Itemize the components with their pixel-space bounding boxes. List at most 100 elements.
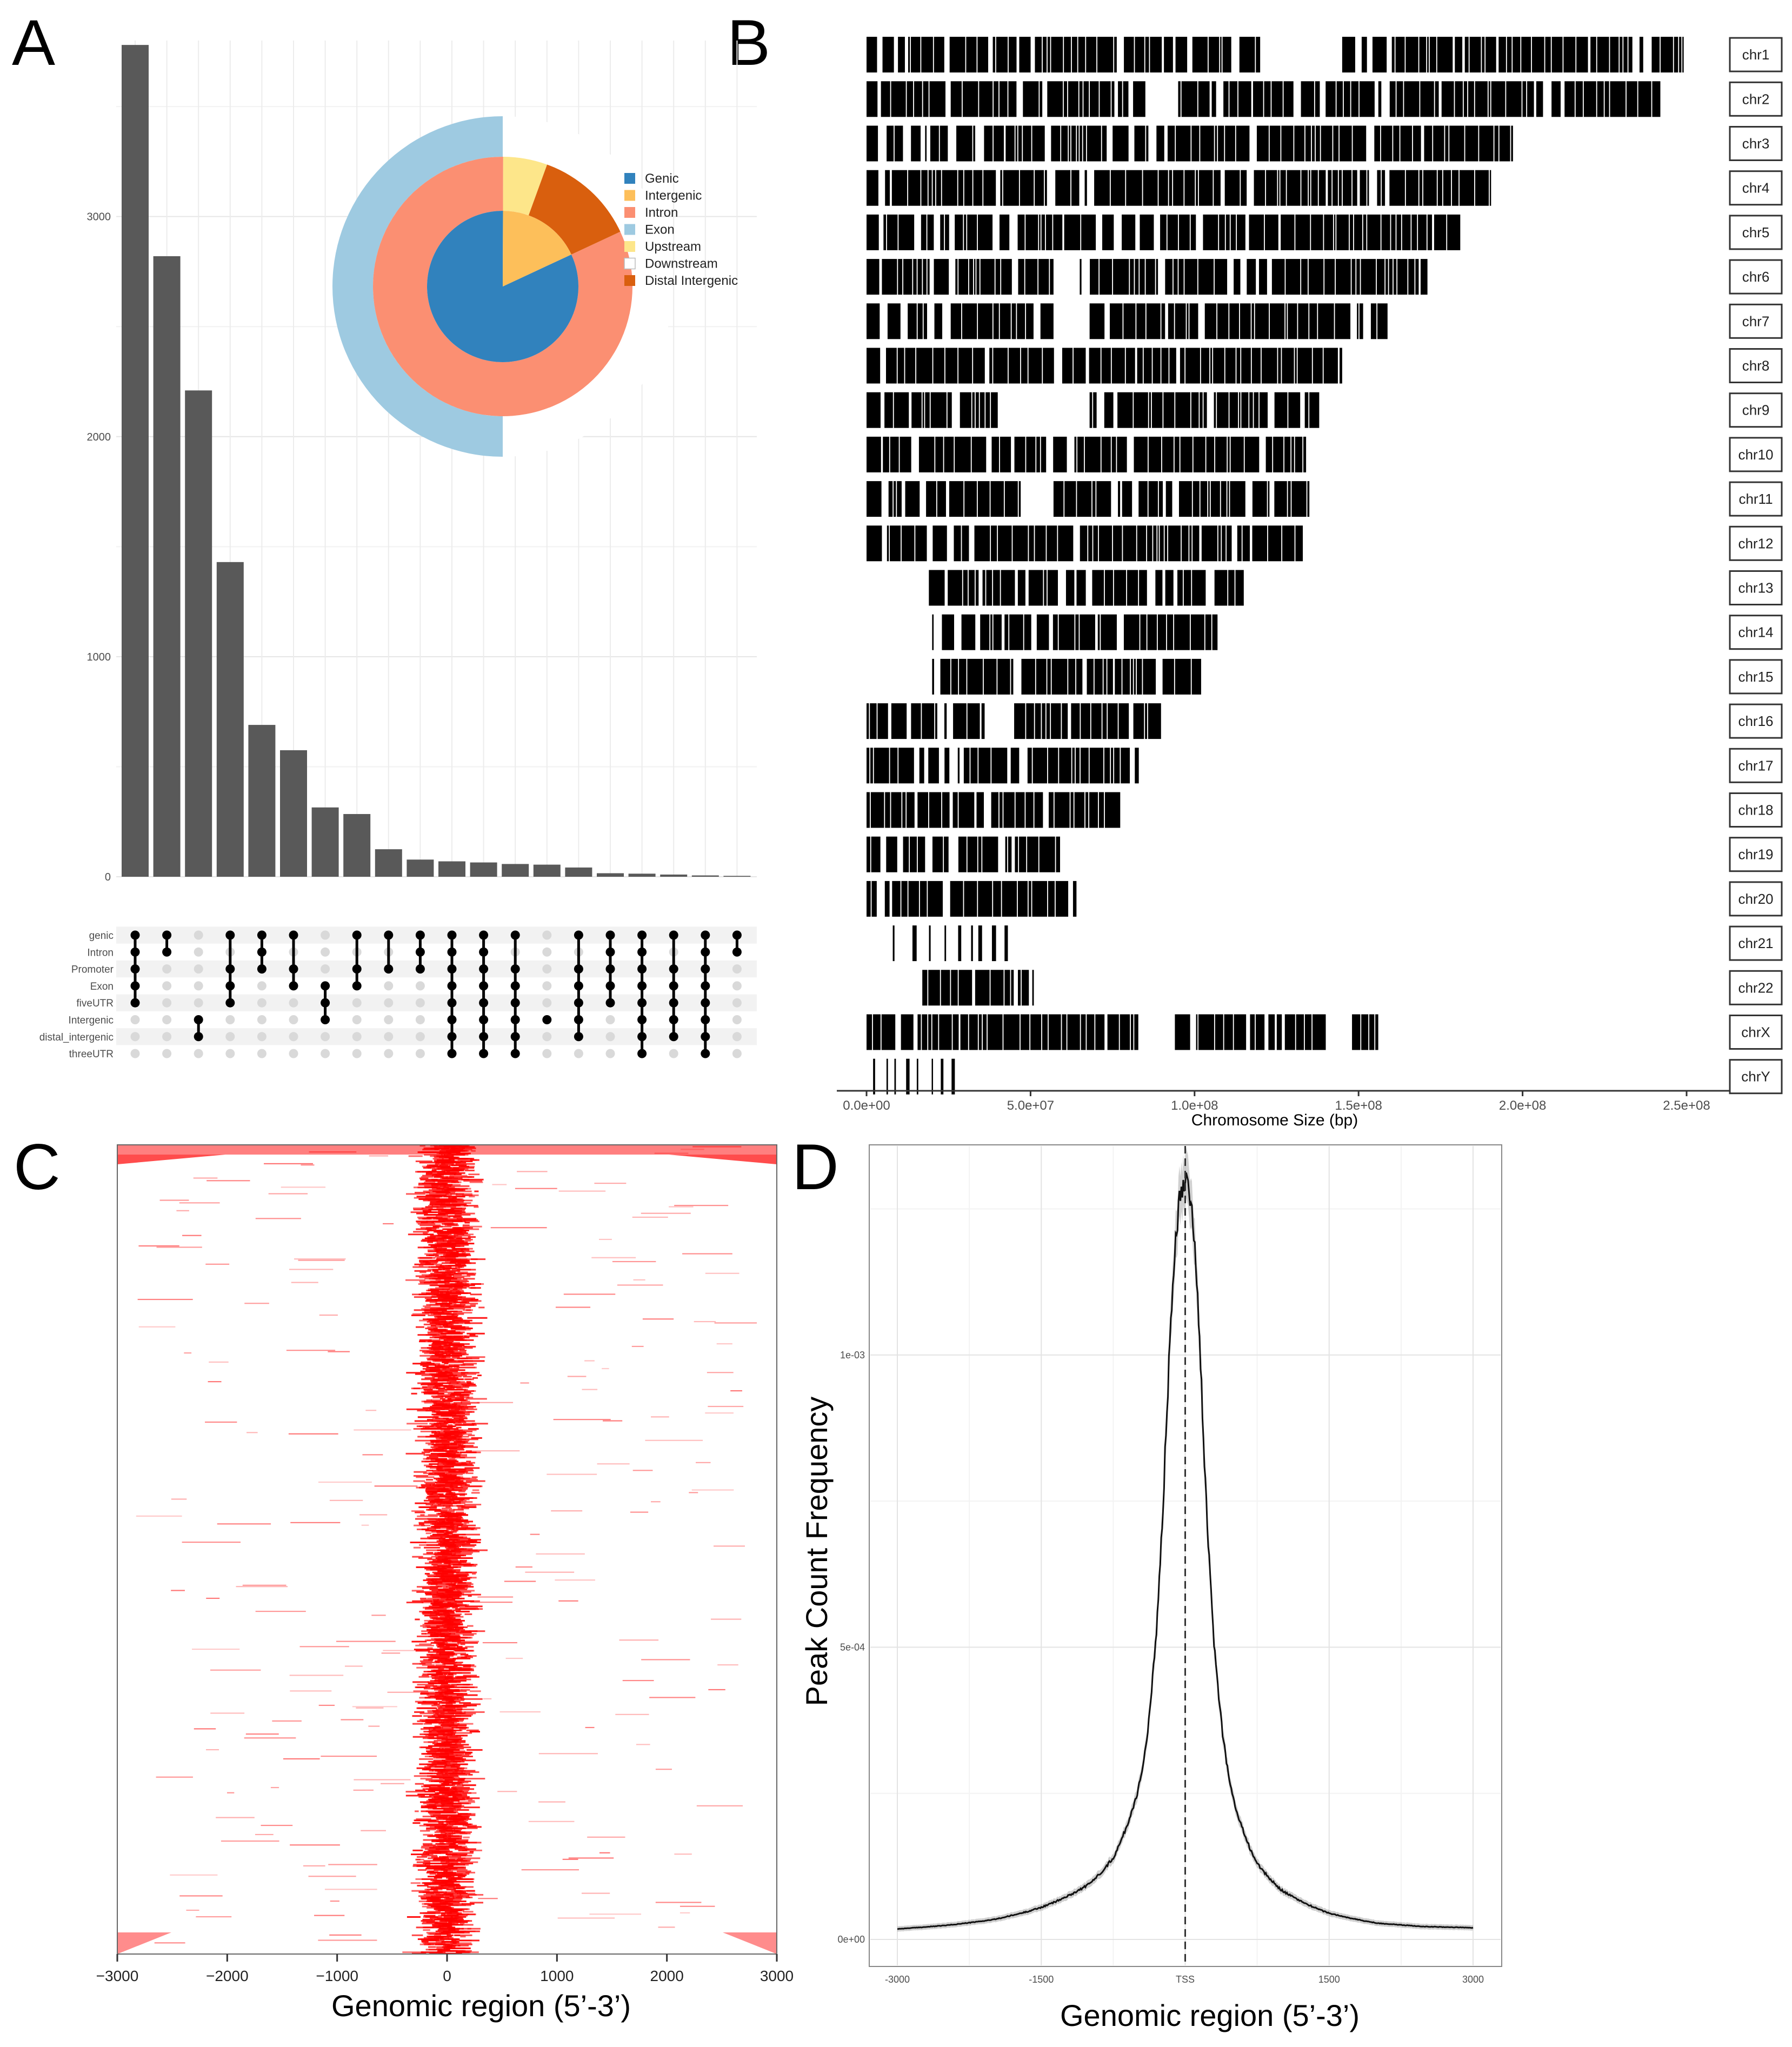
chrom-label-box (1729, 881, 1783, 917)
chrom-peak-block (993, 881, 1001, 917)
heatmap-core-segment (431, 1183, 447, 1185)
heatmap-core-segment (448, 1348, 457, 1350)
chrom-peak-block (977, 37, 989, 73)
heatmap-core-segment (422, 1852, 441, 1854)
chrom-peak-block (999, 214, 1010, 250)
chrom-peak-block (1236, 125, 1250, 162)
chrom-peak-block (964, 214, 967, 250)
heatmap-core-segment (445, 1353, 451, 1356)
chrom-peak-block (867, 748, 870, 784)
chrom-peak-block (1254, 392, 1259, 428)
heatmap-core-segment (458, 1477, 477, 1479)
heatmap-core-segment (450, 1386, 469, 1388)
chrom-label-box (1729, 259, 1783, 295)
heatmap-core-segment (429, 1728, 436, 1730)
heatmap-core-segment (446, 1814, 459, 1816)
heatmap-core-segment (424, 1608, 447, 1610)
heatmap-core-segment (425, 1497, 440, 1499)
chrom-peak-block (1075, 748, 1080, 784)
chrom-peak-block (1096, 481, 1111, 517)
chrom-peak-block (949, 37, 965, 73)
heatmap-flank-segment (289, 1675, 344, 1676)
heatmap-core-segment (447, 1351, 466, 1353)
heatmap-core-segment (434, 1527, 456, 1529)
heatmap-core-segment (421, 1484, 431, 1486)
chrom-peak-block (1485, 37, 1496, 73)
chrom-peak-block (1049, 792, 1054, 828)
heatmap-core-segment (435, 1833, 447, 1836)
heatmap-core-segment (434, 1572, 454, 1575)
heatmap-core-segment (460, 1429, 477, 1431)
chrom-peak-block (993, 303, 999, 339)
heatmap-flank-segment (210, 1712, 245, 1714)
heatmap-core-segment (448, 1306, 471, 1309)
heatmap-core-segment (432, 1283, 438, 1285)
upset-bar (280, 750, 307, 877)
chrom-peak-block (1180, 436, 1193, 472)
heatmap-flank-segment (655, 1902, 702, 1903)
heatmap-core-segment (430, 1368, 435, 1370)
chrom-peak-block (894, 125, 903, 162)
heatmap-core-segment (432, 1344, 450, 1346)
upset-dot-inactive (415, 1049, 425, 1058)
upset-dot-inactive (225, 1032, 235, 1042)
heatmap-core-segment (449, 1276, 464, 1278)
chrom-peak-block (1187, 303, 1189, 339)
heatmap-core-segment (434, 1524, 446, 1526)
upset-dot-inactive (605, 1032, 615, 1042)
heatmap-core-segment (469, 1462, 475, 1464)
heatmap-core-segment (425, 1410, 441, 1412)
heatmap-core-segment (432, 1240, 437, 1242)
heatmap-core-segment (427, 1164, 438, 1166)
chrom-peak-block (1334, 214, 1336, 250)
chrom-peak-block (1281, 214, 1295, 250)
heatmap-core-segment (419, 1824, 429, 1826)
heatmap-core-segment (441, 1202, 451, 1204)
upset-bars (122, 45, 751, 877)
chrom-x-tick-label: 2.5e+08 (1663, 1098, 1710, 1113)
heatmap-core-segment (438, 1477, 460, 1479)
upset-dot-inactive (605, 1049, 615, 1058)
heatmap-flank-segment (383, 1223, 394, 1225)
heatmap-core-segment (456, 1479, 478, 1481)
heatmap-core-segment (438, 1749, 459, 1751)
heatmap-core-segment (435, 1326, 443, 1328)
heatmap-core-segment (435, 1330, 443, 1332)
chrom-peak-block (1136, 303, 1145, 339)
chrom-peak-block (1050, 259, 1054, 295)
heatmap-core-segment (427, 1649, 436, 1651)
heatmap-core-segment (445, 1706, 459, 1708)
heatmap-core-segment (452, 1254, 457, 1256)
heatmap-core-segment (461, 1178, 484, 1181)
chrom-peak-block (1009, 614, 1023, 650)
heatmap-core-segment (419, 1282, 431, 1284)
heatmap-core-segment (445, 1228, 464, 1230)
heatmap-core-segment (429, 1171, 446, 1173)
chrom-peak-block (1351, 259, 1356, 295)
heatmap-core-segment (450, 1638, 459, 1640)
chrom-peak-block (929, 81, 946, 117)
chrom-peak-block (1175, 392, 1190, 428)
heatmap-core-segment (435, 1662, 457, 1664)
chrom-peak-block (1620, 37, 1623, 73)
heatmap-flank-segment (290, 1522, 341, 1523)
heatmap-core-segment (447, 1237, 455, 1239)
heatmap-core-segment (454, 1814, 476, 1816)
heatmap-core-segment (467, 1332, 485, 1335)
chrom-peak-block (922, 392, 924, 428)
heatmap-core-segment (456, 1388, 463, 1390)
heatmap-core-segment (469, 1630, 485, 1632)
heatmap-core-segment (442, 1368, 459, 1370)
legend-swatch (624, 241, 635, 252)
chrom-peak-block (1389, 259, 1393, 295)
heatmap-core-segment (454, 1637, 473, 1639)
heatmap-core-segment (433, 1759, 445, 1762)
chrom-peak-block (1610, 81, 1626, 117)
chrom-peak-block (1102, 214, 1114, 250)
heatmap-core-segment (438, 1681, 457, 1683)
heatmap-core-segment (443, 1436, 462, 1438)
chrom-peak-block (932, 658, 934, 695)
chrom-peak-block (1130, 658, 1133, 695)
heatmap-core-segment (443, 1448, 448, 1450)
chrom-peak-block (1063, 81, 1068, 117)
